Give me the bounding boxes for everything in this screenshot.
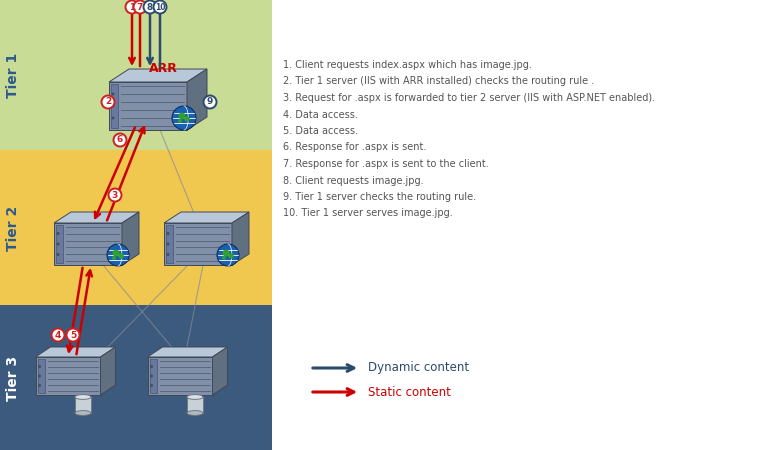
Polygon shape	[54, 223, 122, 265]
Ellipse shape	[75, 410, 91, 415]
Polygon shape	[164, 223, 232, 265]
Circle shape	[52, 328, 65, 342]
Circle shape	[178, 112, 185, 120]
Circle shape	[107, 244, 129, 266]
Text: 3. Request for .aspx is forwarded to tier 2 server (IIS with ASP.NET enabled).: 3. Request for .aspx is forwarded to tie…	[283, 93, 655, 103]
Text: Static content: Static content	[368, 386, 451, 399]
Circle shape	[126, 0, 138, 13]
Bar	[0, 150, 272, 305]
Polygon shape	[54, 212, 139, 223]
Circle shape	[150, 374, 153, 378]
Circle shape	[204, 95, 216, 108]
Bar	[166, 225, 173, 263]
Bar	[111, 84, 118, 128]
Circle shape	[150, 365, 153, 368]
Text: 5: 5	[70, 330, 76, 339]
Polygon shape	[109, 82, 187, 130]
Circle shape	[118, 253, 124, 259]
Bar	[38, 359, 45, 393]
Circle shape	[111, 93, 114, 95]
Circle shape	[56, 243, 59, 246]
Circle shape	[56, 232, 59, 235]
Circle shape	[111, 104, 114, 108]
Circle shape	[167, 232, 170, 235]
Text: 6: 6	[117, 135, 123, 144]
Polygon shape	[147, 357, 212, 395]
Ellipse shape	[187, 410, 203, 415]
Circle shape	[113, 134, 127, 147]
Text: 4. Data access.: 4. Data access.	[283, 109, 358, 120]
Circle shape	[217, 244, 239, 266]
Circle shape	[38, 365, 41, 368]
Text: 5. Data access.: 5. Data access.	[283, 126, 358, 136]
Circle shape	[134, 0, 147, 13]
Text: 1. Client requests index.aspx which has image.jpg.: 1. Client requests index.aspx which has …	[283, 60, 532, 70]
Circle shape	[167, 243, 170, 246]
Polygon shape	[36, 357, 100, 395]
Text: 7. Response for .aspx is sent to the client.: 7. Response for .aspx is sent to the cli…	[283, 159, 489, 169]
Polygon shape	[187, 69, 207, 130]
Circle shape	[167, 253, 170, 256]
Polygon shape	[100, 347, 116, 395]
Circle shape	[113, 249, 120, 256]
Circle shape	[172, 106, 196, 130]
Polygon shape	[164, 212, 249, 223]
Circle shape	[101, 95, 114, 108]
Polygon shape	[109, 69, 207, 82]
Circle shape	[111, 117, 114, 120]
Text: Tier 2: Tier 2	[6, 205, 20, 251]
Text: 10. Tier 1 server serves image.jpg.: 10. Tier 1 server serves image.jpg.	[283, 208, 452, 219]
Circle shape	[178, 119, 182, 123]
Text: 2: 2	[105, 98, 111, 107]
Circle shape	[222, 256, 226, 260]
Text: 8. Client requests image.jpg.: 8. Client requests image.jpg.	[283, 176, 424, 185]
Circle shape	[222, 249, 229, 256]
Circle shape	[109, 189, 121, 202]
Circle shape	[150, 384, 153, 387]
Circle shape	[66, 328, 80, 342]
Text: 10: 10	[154, 3, 165, 12]
Text: Dynamic content: Dynamic content	[368, 361, 469, 374]
Polygon shape	[36, 347, 116, 357]
Circle shape	[144, 0, 157, 13]
Text: ARR: ARR	[148, 62, 178, 75]
Polygon shape	[122, 212, 139, 265]
Polygon shape	[147, 347, 228, 357]
Text: 1: 1	[129, 3, 135, 12]
Polygon shape	[232, 212, 249, 265]
Text: 2. Tier 1 server (IIS with ARR installed) checks the routing rule .: 2. Tier 1 server (IIS with ARR installed…	[283, 76, 594, 86]
Text: 8: 8	[147, 3, 153, 12]
Bar	[0, 0, 272, 150]
Text: 3: 3	[112, 190, 118, 199]
Bar	[56, 225, 63, 263]
Text: Tier 3: Tier 3	[6, 356, 20, 400]
Text: 9. Tier 1 server checks the routing rule.: 9. Tier 1 server checks the routing rule…	[283, 192, 476, 202]
Polygon shape	[212, 347, 228, 395]
Ellipse shape	[75, 395, 91, 400]
Circle shape	[154, 0, 167, 13]
Bar	[150, 359, 157, 393]
Text: 6. Response for .aspx is sent.: 6. Response for .aspx is sent.	[283, 143, 426, 153]
Circle shape	[38, 384, 41, 387]
Circle shape	[229, 253, 234, 259]
Bar	[187, 397, 203, 413]
Text: Tier 1: Tier 1	[6, 52, 20, 98]
Circle shape	[185, 116, 190, 122]
Bar	[0, 305, 272, 450]
Circle shape	[38, 374, 41, 378]
Text: 4: 4	[55, 330, 61, 339]
Text: 9: 9	[207, 98, 213, 107]
Ellipse shape	[187, 395, 203, 400]
Text: 7: 7	[137, 3, 143, 12]
Circle shape	[56, 253, 59, 256]
Circle shape	[112, 256, 116, 260]
Bar	[75, 397, 91, 413]
